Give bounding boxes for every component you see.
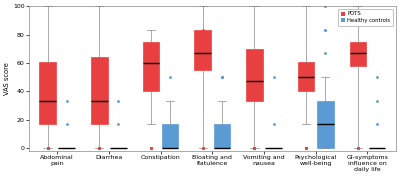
PathPatch shape — [39, 62, 56, 124]
PathPatch shape — [317, 101, 334, 148]
Legend: POTS, Healthy controls: POTS, Healthy controls — [338, 9, 393, 26]
PathPatch shape — [298, 62, 314, 91]
PathPatch shape — [214, 124, 230, 148]
Y-axis label: VAS score: VAS score — [4, 62, 10, 95]
PathPatch shape — [162, 124, 178, 148]
PathPatch shape — [246, 49, 263, 101]
PathPatch shape — [143, 42, 159, 91]
PathPatch shape — [350, 42, 366, 66]
PathPatch shape — [194, 30, 211, 70]
PathPatch shape — [91, 57, 108, 124]
